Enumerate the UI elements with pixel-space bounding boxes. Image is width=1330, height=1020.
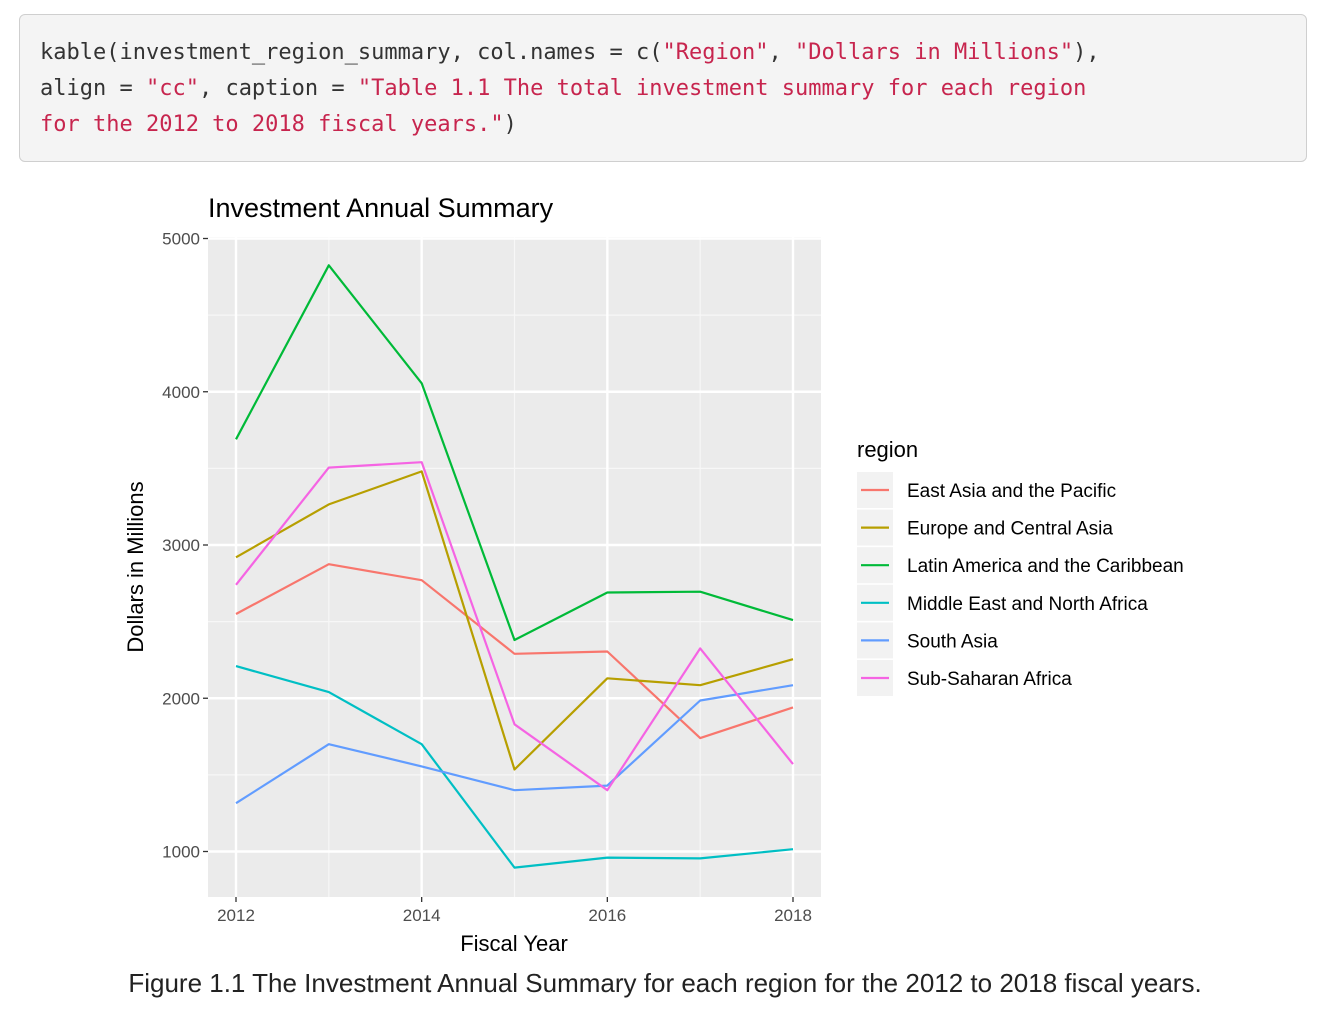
x-axis-label: Fiscal Year bbox=[460, 931, 568, 956]
series-line-south-asia bbox=[235, 684, 794, 805]
legend-label: Sub-Saharan Africa bbox=[907, 669, 1072, 690]
legend: East Asia and the Pacific Europe and Cent… bbox=[857, 472, 1184, 696]
legend-label: Europe and Central Asia bbox=[907, 519, 1113, 540]
legend-label: South Asia bbox=[907, 631, 998, 652]
y-tick-label: 4000 bbox=[162, 383, 200, 402]
series-line-sub-saharan-africa bbox=[235, 461, 794, 792]
series-line-latin-america-and-the-caribbean bbox=[235, 264, 794, 642]
code-line-2: align = "cc", caption = "Table 1.1 The t… bbox=[40, 76, 1087, 101]
legend-label: Middle East and North Africa bbox=[907, 594, 1148, 615]
line-chart: 1000 2000 3000 4000 5000 2012 2014 2016 2018 In… bbox=[123, 193, 1184, 956]
x-tick-label: 2018 bbox=[774, 906, 812, 925]
y-tick-label: 1000 bbox=[162, 843, 200, 862]
code-block: kable(investment_region_summary, col.nam… bbox=[19, 14, 1307, 162]
x-tick-label: 2012 bbox=[217, 906, 255, 925]
y-axis-label: Dollars in Millions bbox=[123, 481, 148, 652]
code-line-1: kable(investment_region_summary, col.nam… bbox=[40, 40, 1100, 65]
y-tick-label: 2000 bbox=[162, 689, 200, 708]
x-tick-label: 2016 bbox=[588, 906, 626, 925]
chart-title: Investment Annual Summary bbox=[208, 193, 554, 223]
y-axis: 1000 2000 3000 4000 5000 bbox=[162, 230, 208, 862]
y-tick-label: 5000 bbox=[162, 230, 200, 249]
series-line-east-asia-and-the-pacific bbox=[235, 563, 794, 740]
series-line-middle-east-and-north-africa bbox=[235, 665, 794, 869]
code-line-3: for the 2012 to 2018 fiscal years.") bbox=[40, 112, 517, 137]
legend-label: Latin America and the Caribbean bbox=[907, 556, 1184, 577]
series-lines bbox=[235, 264, 794, 869]
y-tick-label: 3000 bbox=[162, 536, 200, 555]
major-gridlines bbox=[208, 237, 821, 897]
series-line-europe-and-central-asia bbox=[235, 470, 794, 771]
minor-gridlines bbox=[208, 237, 821, 897]
figure-caption: Figure 1.1 The Investment Annual Summary… bbox=[128, 968, 1202, 998]
x-axis: 2012 2014 2016 2018 bbox=[217, 897, 812, 925]
legend-title: region bbox=[857, 437, 918, 462]
legend-label: East Asia and the Pacific bbox=[907, 481, 1116, 502]
x-tick-label: 2014 bbox=[403, 906, 441, 925]
